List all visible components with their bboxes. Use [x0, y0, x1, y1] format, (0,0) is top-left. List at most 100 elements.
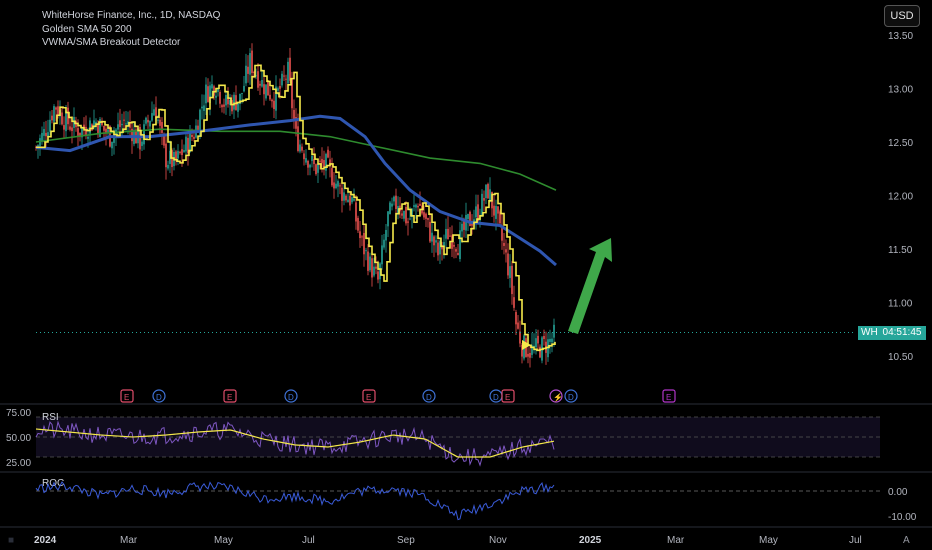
candle-body: [387, 211, 389, 227]
candle-body: [485, 184, 487, 199]
candle-body: [243, 85, 245, 92]
earnings-marker: [362, 389, 376, 403]
candle-body: [55, 107, 57, 110]
candle-body: [49, 119, 51, 132]
candle-body: [463, 220, 465, 230]
dividend-marker: [422, 389, 436, 403]
candle-body: [353, 199, 355, 201]
candle-body: [483, 197, 485, 201]
candle-body: [527, 353, 529, 357]
candle-body: [383, 239, 385, 248]
candle-body: [261, 80, 263, 87]
candle-body: [123, 119, 125, 121]
time-axis-tick-label: May: [214, 535, 233, 546]
candle-body: [61, 112, 63, 125]
rsi-axis-label: 50.00: [6, 433, 31, 444]
candle-body: [301, 146, 303, 151]
price-axis-tick-label: 11.50: [888, 245, 913, 256]
time-axis-tick-label: 2025: [579, 535, 602, 546]
symbol-title: WhiteHorse Finance, Inc., 1D, NASDAQ: [42, 10, 221, 21]
price-axis-tick-label: 12.00: [888, 192, 913, 203]
candle-body: [351, 197, 353, 203]
dividend-marker: [284, 389, 298, 403]
candle-body: [515, 312, 517, 325]
candle-body: [239, 93, 241, 104]
roc-line: [35, 481, 555, 521]
candle-body: [475, 206, 477, 218]
candle-body: [349, 195, 351, 206]
navigation-icon: ■: [8, 535, 14, 546]
rsi-axis-label: 25.00: [6, 458, 31, 469]
candle-body: [45, 132, 47, 137]
candle-body: [165, 143, 167, 168]
candle-body: [407, 221, 409, 223]
event-marker-label: D: [493, 393, 499, 402]
candle-body: [187, 137, 189, 154]
vwma-line: [36, 64, 556, 352]
event-marker-label: E: [227, 393, 232, 402]
auto-scale-icon: A: [903, 535, 910, 546]
candle-body: [315, 164, 317, 175]
candle-body: [427, 218, 429, 220]
candle-body: [147, 119, 149, 123]
candle-body: [323, 160, 325, 167]
candle-body: [235, 95, 237, 110]
split-marker: [549, 389, 563, 403]
candle-body: [307, 160, 309, 168]
price-axis-tick-label: 13.00: [888, 85, 913, 96]
candle-body: [395, 195, 397, 210]
candle-body: [241, 93, 243, 95]
candle-body: [419, 203, 421, 206]
candle-body: [453, 244, 455, 247]
candle-body: [121, 123, 123, 126]
candle-body: [287, 61, 289, 84]
candle-body: [277, 88, 279, 91]
candle-body: [439, 241, 441, 255]
candle-body: [311, 155, 313, 161]
candle-body: [211, 84, 213, 89]
candle-body: [259, 83, 261, 86]
candle-body: [481, 193, 483, 216]
candle-body: [85, 126, 87, 136]
candle-body: [435, 240, 437, 243]
candle-body: [199, 109, 201, 136]
candle-body: [305, 158, 307, 163]
upward-arrow-annotation: [568, 238, 612, 334]
candle-body: [295, 117, 297, 129]
candle-body: [343, 192, 345, 201]
candle-body: [285, 78, 287, 80]
event-marker-label: D: [288, 393, 294, 402]
candle-body: [169, 150, 171, 164]
price-axis-tick-label: 11.00: [888, 299, 913, 310]
dividend-marker: [564, 389, 578, 403]
currency-button[interactable]: USD: [884, 5, 920, 27]
price-axis-tick-label: 12.50: [888, 138, 913, 149]
candle-body: [65, 110, 67, 132]
candle-body: [377, 271, 379, 280]
candle-body: [487, 184, 489, 199]
candle-body: [145, 117, 147, 124]
candle-body: [329, 159, 331, 166]
event-marker-label: E: [366, 393, 371, 402]
candle-body: [461, 223, 463, 232]
candle-body: [511, 265, 513, 295]
earnings-marker: [662, 389, 676, 403]
candle-body: [139, 126, 141, 150]
candle-body: [325, 153, 327, 171]
candle-body: [43, 129, 45, 136]
candle-body: [71, 127, 73, 131]
candle-body: [197, 125, 199, 132]
candle-body: [189, 131, 191, 153]
candle-body: [229, 100, 231, 105]
candle-body: [367, 251, 369, 271]
candle-body: [89, 120, 91, 134]
candle-body: [355, 202, 357, 222]
candle-body: [167, 164, 169, 169]
candle-body: [497, 206, 499, 214]
candle-body: [413, 205, 415, 207]
candle-body: [127, 121, 129, 125]
candle-body: [553, 324, 555, 338]
candle-body: [201, 106, 203, 109]
candle-body: [99, 119, 101, 138]
